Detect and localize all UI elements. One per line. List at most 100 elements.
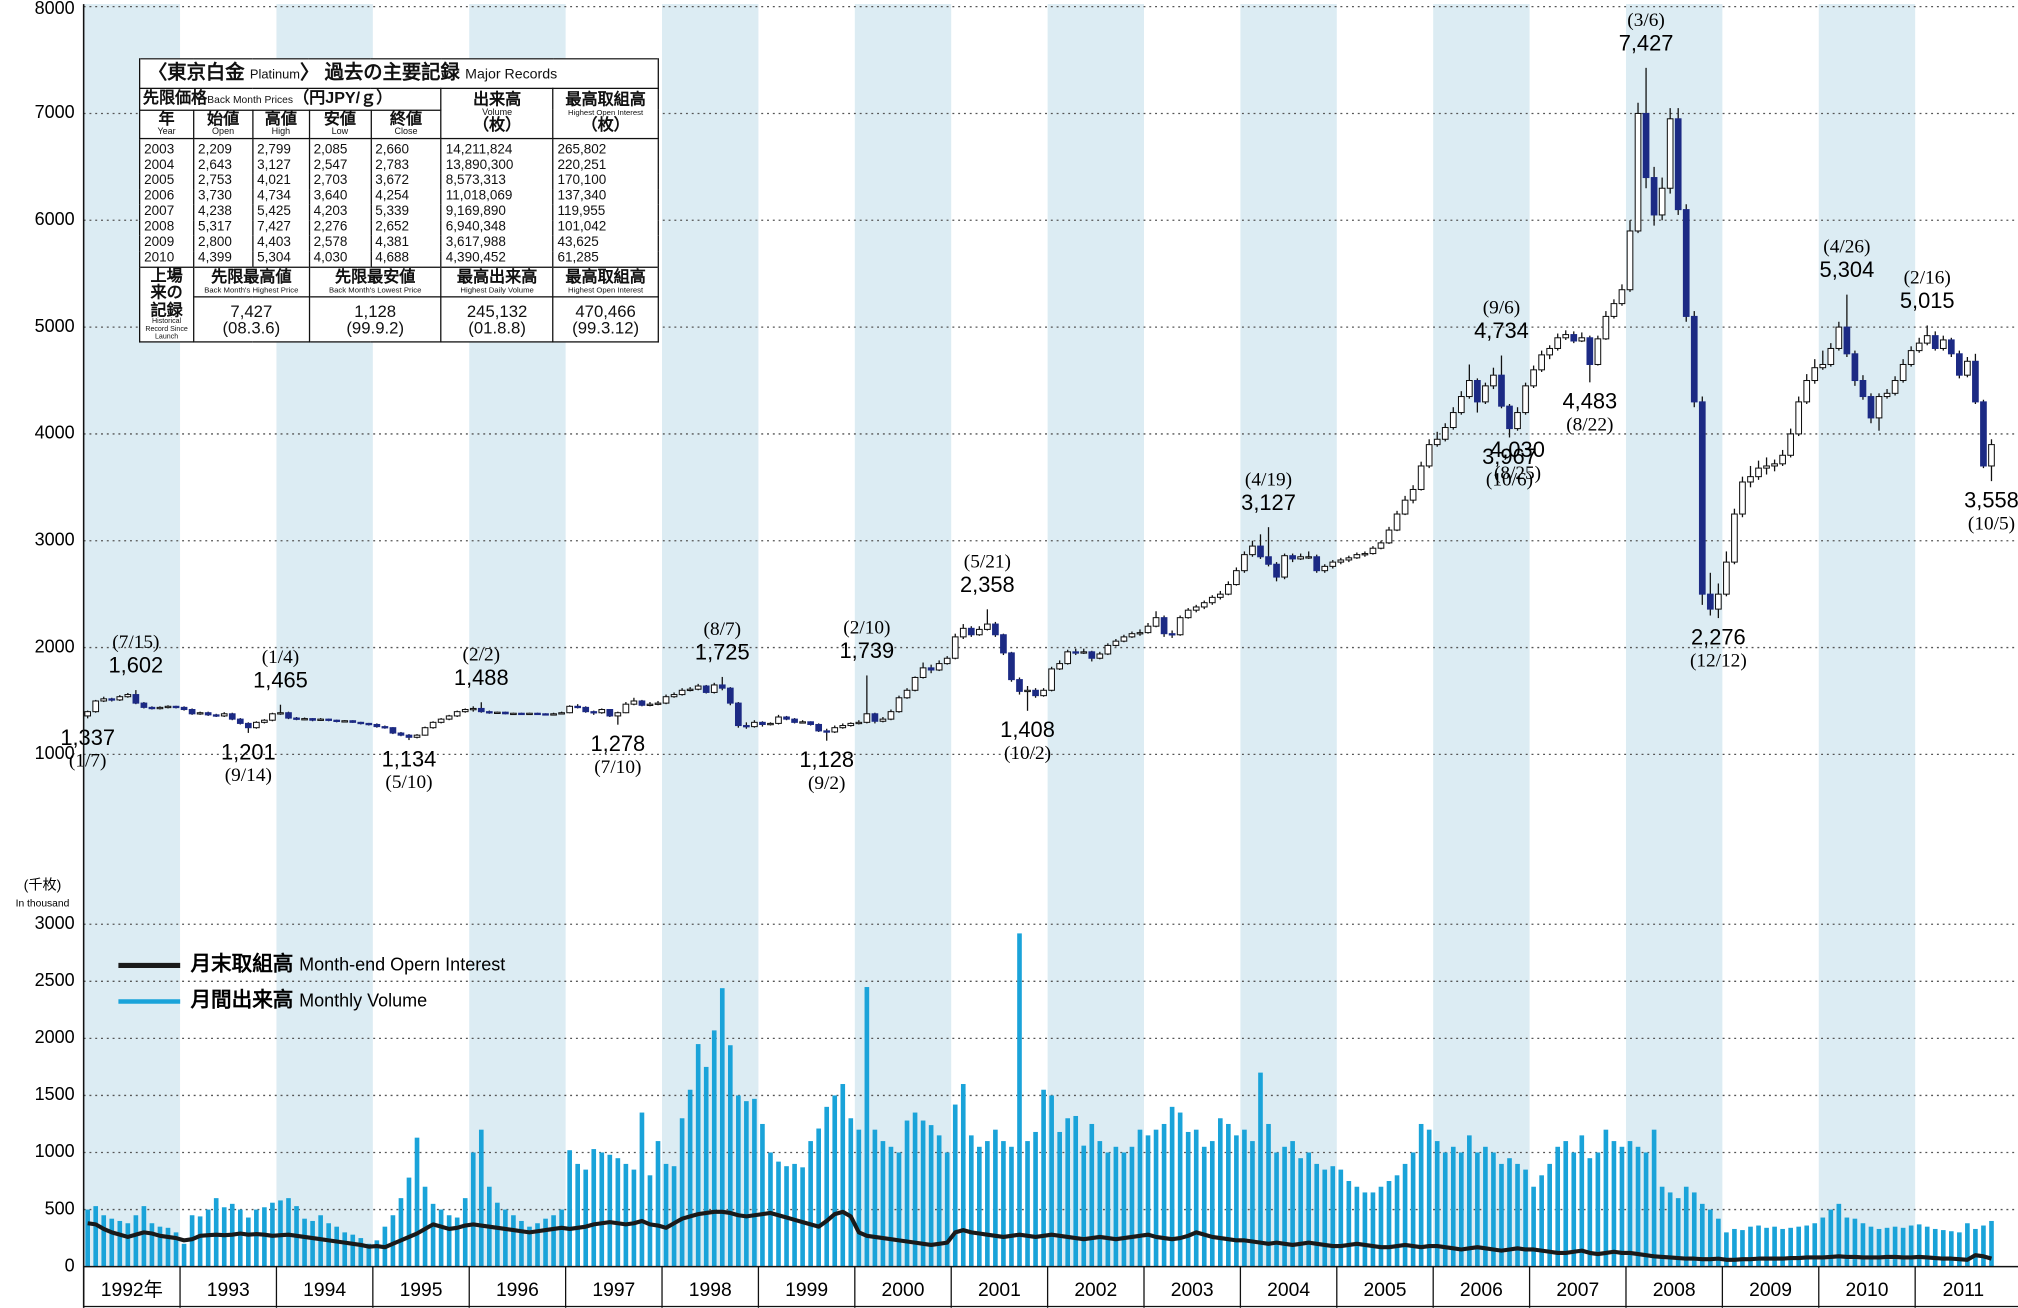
legend-label: 月間出来高 Monthly Volume <box>189 988 427 1012</box>
header-en: Close <box>394 127 418 137</box>
candle-body <box>1811 367 1819 382</box>
candle-body <box>1305 556 1313 559</box>
volume-bar <box>1386 1181 1392 1267</box>
header: 高値 <box>264 109 297 128</box>
candle-body <box>1273 563 1280 578</box>
volume-bar <box>655 1141 661 1267</box>
volume-header: 出来高 Volume （枚） <box>440 87 554 139</box>
price-group-header: 先限価格Back Month Prices（円JPY/ｇ） <box>138 87 442 111</box>
candle-body <box>1008 652 1015 681</box>
candle-body <box>887 711 895 720</box>
volume-bar <box>1491 1152 1496 1267</box>
volume-bar <box>832 1095 838 1267</box>
candle-body <box>1313 556 1321 572</box>
candle-body <box>293 717 300 720</box>
header: 安値 <box>323 109 357 128</box>
volume-bar <box>543 1218 548 1267</box>
volume-bar <box>1226 1123 1231 1267</box>
header: 上場来の記録 <box>150 266 183 319</box>
table-cell: 137,340 <box>552 189 659 205</box>
candle-body <box>1144 625 1152 634</box>
volume-bar <box>768 1152 773 1267</box>
table-cell: 2,703 <box>308 173 372 189</box>
legend-name-en: Monthly Volume <box>299 990 427 1010</box>
candle-body <box>1972 360 1979 403</box>
volume-bar <box>631 1169 637 1267</box>
candle-body <box>1947 339 1955 355</box>
annotation-value: 4,734 <box>1474 318 1529 343</box>
column-header: 年 Year <box>138 109 195 139</box>
y-tick-label: 500 <box>45 1198 75 1218</box>
volume-bar <box>695 1044 701 1267</box>
volume-bar <box>1499 1163 1504 1267</box>
table-body: 2003 2,209 2,799 2,085 2,660 14,211,824 265,80… <box>138 138 659 267</box>
candle-body <box>108 698 116 701</box>
volume-bar <box>872 1129 878 1267</box>
unit-label: (千枚) <box>24 876 62 892</box>
table-row: 2005 2,753 4,021 2,703 3,672 8,573,313 170,100 <box>138 173 659 189</box>
volume-bar <box>960 1084 966 1267</box>
record-number: 470,466 <box>575 301 636 321</box>
volume-bar <box>904 1120 910 1267</box>
record-value: 470,466 (99.3.12) <box>552 296 659 344</box>
candle-body <box>1345 557 1353 561</box>
x-tick-label: 2003 <box>1171 1280 1214 1301</box>
volume-bar <box>326 1223 331 1267</box>
volume-bar <box>1724 1232 1729 1267</box>
candle-body <box>405 734 413 738</box>
volume-bar <box>1201 1146 1207 1267</box>
table-cell: 3,617,988 <box>440 235 554 251</box>
volume-bar <box>1378 1186 1384 1267</box>
candle-body <box>1755 467 1762 478</box>
volume-bar <box>888 1146 894 1267</box>
volume-bar <box>503 1209 508 1267</box>
volume-bar <box>1780 1228 1785 1267</box>
annotation-date: (9/6) <box>1483 298 1521 319</box>
candle-body <box>477 707 485 713</box>
candle-body <box>654 702 662 705</box>
table-cell: 2008 <box>138 220 195 236</box>
candle-body <box>1449 412 1457 429</box>
table-cell: 2,799 <box>251 138 310 158</box>
candle-body <box>1530 369 1537 387</box>
candle-body <box>1682 209 1690 317</box>
candle-body <box>1080 651 1088 654</box>
candle-body <box>429 721 437 729</box>
candle-body <box>1176 617 1184 636</box>
candle-body <box>1465 379 1473 398</box>
candle-body <box>831 727 839 733</box>
volume-bar <box>1434 1141 1440 1267</box>
header-en: Volume <box>482 108 513 118</box>
candle-body <box>148 706 156 710</box>
volume-bar <box>1691 1192 1697 1267</box>
volume-bar <box>1716 1218 1721 1267</box>
column-header: 始値 Open <box>192 109 254 139</box>
volume-bar <box>896 1152 902 1267</box>
volume-bar <box>374 1240 380 1267</box>
table-row: 2010 4,399 5,304 4,030 4,688 4,390,452 61,285 <box>138 250 659 267</box>
volume-bar <box>1410 1152 1416 1267</box>
volume-bar <box>1547 1163 1552 1267</box>
table-row: 2003 2,209 2,799 2,085 2,660 14,211,824 265,80… <box>138 138 659 158</box>
volume-bar <box>1635 1146 1641 1267</box>
volume-bar <box>1394 1175 1400 1267</box>
candle-body <box>903 689 911 699</box>
annotation-date: (5/21) <box>964 551 1011 572</box>
record-header: 先限最安値 Back Month's Lowest Price <box>308 266 442 299</box>
legend-name: 月間出来高 <box>189 988 293 1012</box>
volume-bar <box>1322 1169 1328 1267</box>
candle-body <box>1739 481 1746 515</box>
candle-body <box>638 700 646 706</box>
candle-body <box>285 712 292 719</box>
volume-bar <box>133 1215 139 1267</box>
volume-bar <box>1539 1175 1544 1267</box>
volume-bar <box>977 1146 982 1267</box>
volume-bar <box>1531 1186 1536 1267</box>
candle-body <box>1570 334 1578 342</box>
candle-body <box>743 725 750 728</box>
title-part: 〈東京白金 <box>148 61 245 84</box>
year-band <box>854 4 952 1267</box>
candle-body <box>502 711 509 715</box>
volume-bar <box>342 1232 348 1267</box>
volume-bar <box>1081 1145 1087 1267</box>
